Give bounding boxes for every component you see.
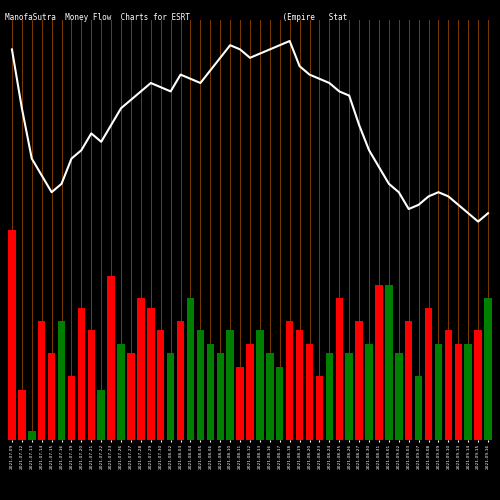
Bar [434, 344, 442, 440]
Bar [306, 344, 313, 440]
Bar [385, 285, 392, 440]
Bar [187, 298, 194, 440]
Bar [216, 354, 224, 440]
Bar [375, 285, 382, 440]
Bar [256, 330, 264, 440]
Bar [444, 330, 452, 440]
Bar [346, 354, 353, 440]
Bar [266, 354, 274, 440]
Bar [226, 330, 234, 440]
Bar [296, 330, 304, 440]
Bar [405, 322, 412, 440]
Bar [18, 390, 26, 440]
Bar [68, 376, 75, 440]
Bar [336, 298, 343, 440]
Bar [137, 298, 144, 440]
Bar [177, 322, 184, 440]
Bar [356, 322, 363, 440]
Bar [147, 308, 154, 440]
Bar [316, 376, 323, 440]
Bar [326, 354, 333, 440]
Bar [58, 322, 66, 440]
Bar [415, 376, 422, 440]
Bar [167, 354, 174, 440]
Bar [8, 230, 16, 440]
Bar [286, 322, 294, 440]
Bar [157, 330, 164, 440]
Bar [246, 344, 254, 440]
Bar [464, 344, 472, 440]
Bar [425, 308, 432, 440]
Bar [118, 344, 125, 440]
Bar [108, 276, 115, 440]
Text: ManofaSutra  Money Flow  Charts for ESRT                    (Empire   Stat: ManofaSutra Money Flow Charts for ESRT (… [5, 12, 347, 22]
Bar [236, 367, 244, 440]
Bar [88, 330, 95, 440]
Bar [38, 322, 46, 440]
Bar [395, 354, 402, 440]
Bar [454, 344, 462, 440]
Bar [276, 367, 283, 440]
Bar [366, 344, 372, 440]
Bar [48, 354, 56, 440]
Bar [128, 354, 134, 440]
Bar [196, 330, 204, 440]
Bar [98, 390, 105, 440]
Bar [28, 431, 36, 440]
Bar [206, 344, 214, 440]
Bar [474, 330, 482, 440]
Bar [78, 308, 85, 440]
Bar [484, 298, 492, 440]
